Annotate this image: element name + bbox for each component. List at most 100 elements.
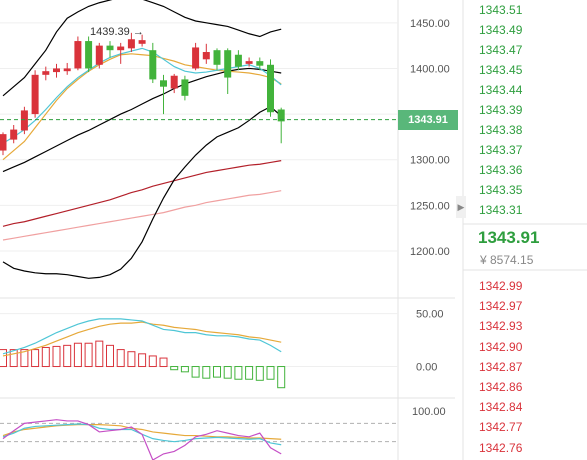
macd-bar — [138, 353, 147, 368]
macd-bar — [31, 349, 40, 368]
macd-bar — [223, 366, 232, 379]
ask-price[interactable]: 1343.35 — [479, 183, 523, 197]
y-tick-label: 1400.00 — [410, 63, 450, 75]
ask-price[interactable]: 1343.49 — [479, 23, 523, 37]
main-series-line — [2, 160, 282, 227]
macd-bar — [170, 366, 179, 371]
macd-bar — [41, 346, 50, 368]
candle-body — [31, 74, 39, 115]
ask-price[interactable]: 1343.47 — [479, 43, 523, 57]
current-price-tag: 1343.91 — [398, 109, 458, 130]
macd-bar — [95, 340, 104, 368]
macd-bar — [202, 366, 211, 379]
candle-body — [63, 68, 71, 72]
main-series-line — [2, 67, 282, 173]
main-series-line — [2, 0, 282, 97]
ask-price[interactable]: 1343.39 — [479, 103, 523, 117]
main-candlestick-panel: 1450.001400.001350.001300.001250.001200.… — [0, 0, 450, 279]
candle-body — [245, 61, 253, 64]
candle-body — [160, 80, 167, 87]
candle-body — [74, 41, 82, 69]
kdj-series-line — [2, 419, 282, 460]
candle-body — [256, 61, 264, 66]
macd-bar — [180, 366, 189, 373]
candle-body — [42, 71, 50, 75]
candle-body — [85, 41, 93, 69]
ask-price[interactable]: 1343.31 — [479, 203, 523, 217]
bid-price[interactable]: 1342.90 — [479, 339, 523, 354]
bid-price[interactable]: 1342.84 — [479, 400, 523, 415]
macd-panel: 50.00 0.00 — [0, 309, 444, 389]
macd-bar — [255, 366, 264, 381]
ask-price[interactable]: 1343.44 — [479, 83, 523, 97]
bid-price[interactable]: 1342.76 — [479, 440, 523, 455]
macd-bar — [266, 366, 275, 380]
bid-price[interactable]: 1342.93 — [479, 319, 523, 334]
candle-body — [20, 110, 28, 131]
candle-body — [106, 45, 114, 51]
ask-price[interactable]: 1343.36 — [479, 163, 523, 177]
bid-price[interactable]: 1342.87 — [479, 359, 523, 374]
macd-bar — [213, 366, 221, 378]
main-series-line — [2, 47, 282, 144]
y-tick-label: 1450.00 — [410, 18, 450, 30]
macd-bar — [20, 349, 29, 368]
macd-y-tick-label: 0.00 — [416, 362, 437, 374]
macd-bar — [9, 349, 18, 368]
main-series-line — [2, 53, 282, 161]
kdj-panel: 100.00 — [0, 406, 446, 460]
macd-series-line — [2, 318, 282, 355]
macd-bar — [106, 344, 114, 368]
ask-price[interactable]: 1343.37 — [479, 143, 523, 157]
candle-body — [117, 46, 125, 51]
macd-bar — [0, 349, 7, 368]
y-tick-label: 1200.00 — [410, 246, 450, 258]
candle-body — [234, 54, 242, 67]
macd-y-tick-label: 50.00 — [416, 309, 444, 321]
candle-body — [0, 134, 7, 151]
main-series-line — [2, 190, 282, 241]
ask-price[interactable]: 1343.51 — [479, 3, 523, 17]
kdj-y-tick-label: 100.00 — [412, 406, 446, 418]
macd-bar — [63, 344, 72, 368]
bid-price[interactable]: 1342.86 — [479, 380, 523, 394]
macd-bar — [73, 342, 82, 368]
kdj-series-line — [2, 423, 282, 440]
macd-bar — [127, 351, 136, 368]
candle-body — [202, 52, 210, 60]
candle-body — [213, 50, 221, 65]
main-series-line — [2, 106, 282, 279]
ask-price[interactable]: 1343.38 — [479, 123, 523, 137]
candle-body — [192, 47, 200, 69]
y-tick-label: 1300.00 — [410, 155, 450, 167]
arrow-right-icon: → — [132, 26, 144, 39]
macd-bar — [148, 355, 157, 368]
macd-bar — [234, 366, 243, 380]
last-price-cny: ¥ 8574.15 — [480, 253, 534, 267]
candle-body — [138, 40, 146, 44]
max-price-marker: 1439.39 → — [90, 26, 144, 38]
candle-body — [149, 50, 157, 80]
macd-bar — [245, 366, 254, 380]
candle-body — [127, 39, 135, 49]
macd-bar — [84, 342, 93, 368]
collapse-panel-chevron-icon[interactable]: ▶ — [456, 196, 466, 218]
max-price-value: 1439.39 — [90, 26, 130, 39]
candle-body — [170, 75, 178, 89]
bid-price[interactable]: 1342.77 — [479, 420, 523, 435]
macd-bar — [52, 345, 61, 368]
candle-body — [224, 50, 232, 78]
macd-bar — [191, 366, 200, 378]
macd-series-line — [2, 321, 282, 357]
y-tick-label: 1250.00 — [410, 200, 450, 212]
macd-bar — [159, 357, 168, 368]
candle-body — [95, 45, 103, 65]
candle-body — [10, 129, 18, 140]
bid-price[interactable]: 1342.99 — [479, 279, 523, 293]
candle-body — [53, 68, 60, 73]
candle-body — [267, 64, 274, 113]
macd-bar — [277, 366, 286, 389]
ask-price[interactable]: 1343.45 — [479, 63, 523, 77]
bid-price[interactable]: 1342.97 — [479, 299, 523, 314]
